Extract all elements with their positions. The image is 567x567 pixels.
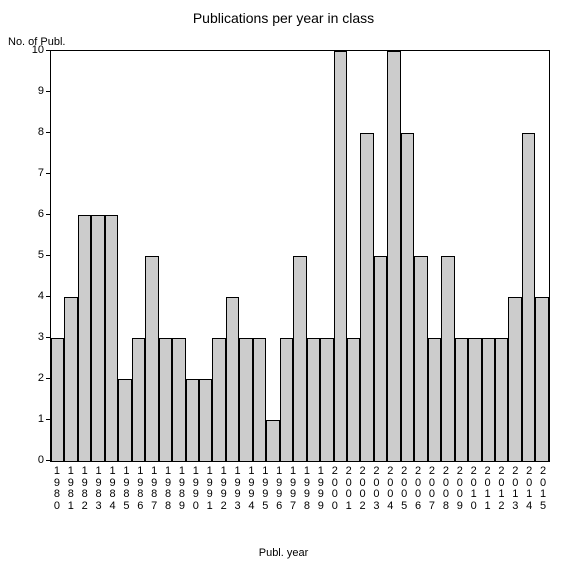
ytick-label: 1 bbox=[38, 413, 44, 425]
ytick-label: 3 bbox=[38, 331, 44, 343]
x-axis-label: Publ. year bbox=[0, 547, 567, 559]
bar bbox=[91, 215, 104, 461]
bar bbox=[280, 338, 293, 461]
bar bbox=[186, 379, 199, 461]
bar bbox=[508, 297, 521, 461]
bars bbox=[51, 51, 549, 461]
xtick-label: 2009 bbox=[453, 464, 467, 524]
bar bbox=[159, 338, 172, 461]
xtick-label: 2002 bbox=[356, 464, 370, 524]
xtick-label: 1997 bbox=[286, 464, 300, 524]
bar bbox=[212, 338, 225, 461]
xtick-label: 1982 bbox=[78, 464, 92, 524]
xtick-label: 1986 bbox=[133, 464, 147, 524]
xtick-label: 1981 bbox=[64, 464, 78, 524]
ytick-label: 8 bbox=[38, 126, 44, 138]
xtick-label: 1996 bbox=[272, 464, 286, 524]
xtick-label: 1998 bbox=[300, 464, 314, 524]
bar bbox=[172, 338, 185, 461]
bar bbox=[199, 379, 212, 461]
x-ticks: 1980198119821983198419851986198719881989… bbox=[50, 464, 550, 524]
xtick-label: 2003 bbox=[369, 464, 383, 524]
ytick-label: 9 bbox=[38, 85, 44, 97]
bar bbox=[239, 338, 252, 461]
xtick-label: 1980 bbox=[50, 464, 64, 524]
bar bbox=[253, 338, 266, 461]
plot-area bbox=[50, 50, 550, 462]
bar bbox=[347, 338, 360, 461]
ytick-label: 0 bbox=[38, 454, 44, 466]
bar bbox=[468, 338, 481, 461]
bar bbox=[64, 297, 77, 461]
bar bbox=[495, 338, 508, 461]
bar bbox=[522, 133, 535, 461]
bar bbox=[414, 256, 427, 461]
bar bbox=[226, 297, 239, 461]
xtick-label: 2015 bbox=[536, 464, 550, 524]
bar bbox=[455, 338, 468, 461]
bar bbox=[535, 297, 548, 461]
bar bbox=[78, 215, 91, 461]
bar bbox=[132, 338, 145, 461]
xtick-label: 2012 bbox=[495, 464, 509, 524]
bar bbox=[320, 338, 333, 461]
xtick-label: 2008 bbox=[439, 464, 453, 524]
bar bbox=[266, 420, 279, 461]
bar bbox=[428, 338, 441, 461]
ytick-label: 10 bbox=[32, 44, 44, 56]
xtick-label: 2005 bbox=[397, 464, 411, 524]
xtick-label: 2007 bbox=[425, 464, 439, 524]
bar bbox=[374, 256, 387, 461]
ytick-label: 7 bbox=[38, 167, 44, 179]
xtick-label: 1987 bbox=[147, 464, 161, 524]
bar bbox=[387, 51, 400, 461]
xtick-label: 1995 bbox=[258, 464, 272, 524]
xtick-label: 1990 bbox=[189, 464, 203, 524]
xtick-label: 1989 bbox=[175, 464, 189, 524]
bar bbox=[441, 256, 454, 461]
xtick-label: 2010 bbox=[467, 464, 481, 524]
bar bbox=[482, 338, 495, 461]
ytick-label: 6 bbox=[38, 208, 44, 220]
ytick-label: 5 bbox=[38, 249, 44, 261]
y-ticks: 012345678910 bbox=[0, 50, 50, 462]
xtick-label: 1984 bbox=[106, 464, 120, 524]
ytick-label: 4 bbox=[38, 290, 44, 302]
xtick-label: 2014 bbox=[522, 464, 536, 524]
xtick-label: 1992 bbox=[217, 464, 231, 524]
bar bbox=[334, 51, 347, 461]
chart-container: Publications per year in class No. of Pu… bbox=[0, 0, 567, 567]
xtick-label: 2000 bbox=[328, 464, 342, 524]
xtick-label: 1985 bbox=[119, 464, 133, 524]
bar bbox=[51, 338, 64, 461]
xtick-label: 1993 bbox=[231, 464, 245, 524]
ytick-label: 2 bbox=[38, 372, 44, 384]
xtick-label: 1999 bbox=[314, 464, 328, 524]
xtick-label: 2006 bbox=[411, 464, 425, 524]
bar bbox=[401, 133, 414, 461]
chart-title: Publications per year in class bbox=[0, 10, 567, 26]
bar bbox=[105, 215, 118, 461]
xtick-label: 2004 bbox=[383, 464, 397, 524]
xtick-label: 1983 bbox=[92, 464, 106, 524]
bar bbox=[118, 379, 131, 461]
xtick-label: 1994 bbox=[244, 464, 258, 524]
xtick-label: 2013 bbox=[508, 464, 522, 524]
xtick-label: 2001 bbox=[342, 464, 356, 524]
bar bbox=[307, 338, 320, 461]
bar bbox=[145, 256, 158, 461]
bar bbox=[360, 133, 373, 461]
xtick-label: 1988 bbox=[161, 464, 175, 524]
xtick-label: 2011 bbox=[481, 464, 495, 524]
xtick-label: 1991 bbox=[203, 464, 217, 524]
bar bbox=[293, 256, 306, 461]
